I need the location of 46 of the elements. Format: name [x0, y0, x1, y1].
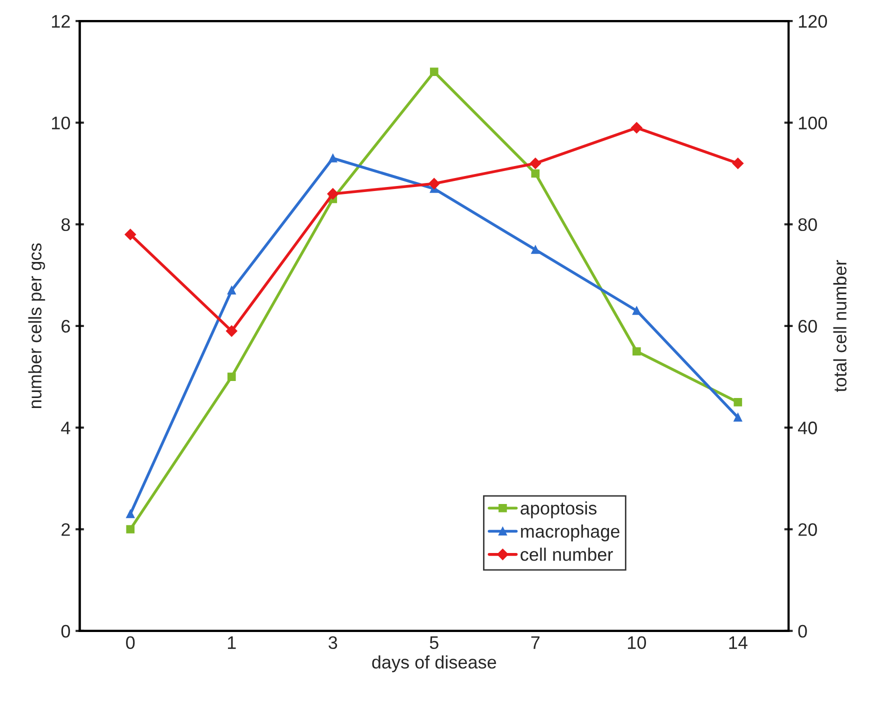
x-tick-label: 10	[628, 636, 646, 650]
x-tick-label: 0	[126, 636, 135, 650]
legend-label: apoptosis	[520, 501, 597, 518]
point	[227, 286, 236, 295]
y2-axis-title: total cell number	[833, 260, 847, 392]
point	[530, 158, 542, 169]
point	[126, 525, 135, 534]
y2-tick-label: 60	[798, 320, 817, 333]
point	[531, 246, 540, 254]
legend-label: macrophage	[521, 524, 620, 542]
y2-tick-label: 100	[798, 116, 827, 130]
y-tick-label: 10	[52, 116, 70, 130]
x-tick-label: 3	[328, 636, 338, 650]
y2-tick-label: 20	[798, 523, 817, 536]
point	[126, 510, 135, 518]
x-tick-label: 7	[531, 636, 540, 649]
point	[428, 178, 440, 190]
x-axis-title: days of disease	[372, 655, 496, 672]
y2-tick-label: 120	[798, 14, 827, 28]
point	[328, 154, 338, 162]
point	[632, 347, 641, 356]
point	[227, 372, 236, 381]
point	[732, 158, 744, 169]
y2-tick-label: 0	[798, 624, 807, 638]
point	[631, 122, 642, 134]
point	[734, 413, 742, 422]
x-tick-label: 14	[729, 636, 748, 649]
point	[734, 398, 742, 406]
legend-label: cell number	[520, 548, 613, 561]
x-tick-label: 5	[430, 636, 438, 650]
y2-tick-label: 40	[798, 422, 817, 434]
y-tick-label: 6	[62, 320, 70, 333]
y-tick-label: 8	[61, 218, 70, 232]
x-tick-label: 1	[228, 636, 236, 649]
y2-tick-label: 80	[798, 218, 817, 232]
y-tick-label: 12	[52, 14, 70, 28]
point	[226, 325, 238, 337]
y-tick-label: 2	[62, 523, 70, 536]
point	[124, 228, 136, 240]
point	[531, 169, 540, 178]
point	[632, 306, 641, 315]
point	[430, 68, 438, 76]
point	[327, 188, 338, 200]
y-tick-label: 0	[61, 624, 70, 638]
y-axis-title: number cells per gcs	[28, 243, 46, 408]
y-tick-label: 4	[61, 422, 70, 434]
